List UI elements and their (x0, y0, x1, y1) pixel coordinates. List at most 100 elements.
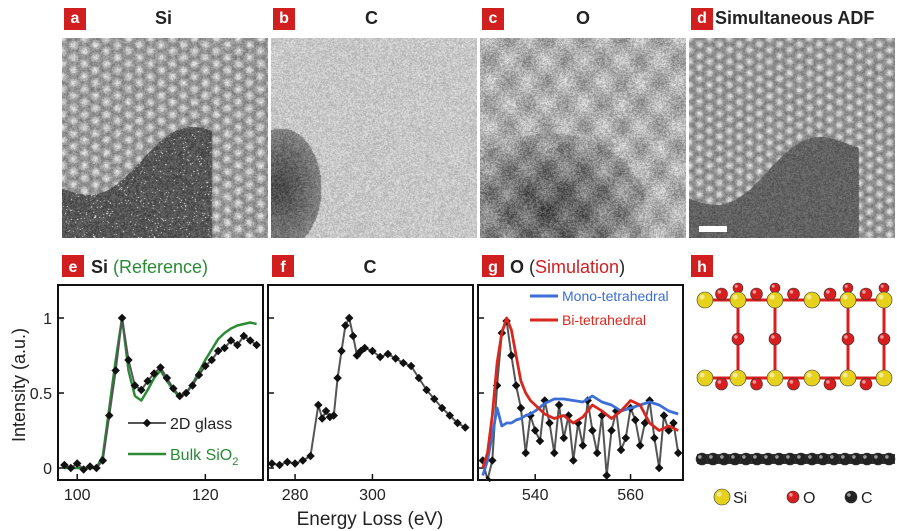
panel-d-tag: d (691, 8, 713, 30)
c-atom (739, 452, 753, 466)
o-atom-highlight (771, 284, 775, 288)
panel-e-title: Si (Reference) (91, 257, 208, 277)
o-atom-highlight (844, 284, 848, 288)
series-bi-tetrahedral-line (481, 316, 679, 469)
c-atom (882, 452, 896, 466)
o-atom (769, 282, 781, 294)
c-atom-highlight (874, 455, 878, 459)
series-c-point (290, 459, 300, 468)
series-o-point (654, 463, 664, 473)
series-2d-glass-point (245, 336, 255, 345)
panel-c-title: O (576, 8, 591, 28)
plot-frame-1 (267, 284, 474, 481)
o-atom (732, 282, 744, 294)
panel-c-tag: c (482, 8, 504, 30)
series-2d-glass-point (98, 456, 108, 465)
o-atom (823, 287, 837, 301)
series-o-point (535, 436, 545, 446)
o-atom-highlight (752, 380, 757, 384)
o-atom (842, 282, 854, 294)
series-c-point (298, 456, 308, 465)
c-atom-highlight (709, 455, 713, 459)
panel-a-title: Si (155, 8, 173, 28)
c-atom (805, 452, 819, 466)
series-2d-glass-point (143, 376, 152, 386)
plot-frame-2 (477, 284, 684, 481)
series-2d-glass-point (92, 463, 101, 473)
series-2d-glass-point (175, 391, 184, 401)
panel-g-title-close: ) (619, 257, 625, 277)
panel-f-tag-box (272, 255, 294, 277)
series-2d-glass-point (220, 343, 229, 353)
series-o-point (554, 400, 564, 410)
legend-si-atom (713, 488, 731, 506)
c-atom-highlight (808, 455, 812, 459)
si-atom (729, 291, 747, 309)
o-atom-highlight (844, 335, 848, 339)
si-atom (729, 369, 747, 387)
o-atom (750, 377, 763, 391)
legend-o-atom (786, 490, 800, 504)
o-atom-highlight (880, 284, 884, 288)
si-atom-highlight (878, 294, 884, 300)
c-atom-highlight (841, 455, 845, 459)
series-c-point (321, 406, 331, 416)
series-2d-glass-point (79, 465, 88, 474)
c-atom-highlight (786, 455, 790, 459)
y-axis-label: Intensity (a.u.) (9, 328, 29, 442)
o-atom (787, 287, 800, 301)
series-c-point (344, 313, 354, 323)
x-tick-label: 300 (359, 487, 386, 504)
series-o-point (559, 433, 569, 443)
o-atom (823, 377, 837, 391)
series-2d-glass-point (117, 313, 127, 323)
c-atom-highlight (852, 455, 856, 459)
legend-bulk-sub: 2 (232, 456, 238, 468)
series-2d-glass-point (111, 366, 120, 375)
panel-g-tag: g (488, 259, 498, 276)
structure-model (695, 282, 896, 506)
series-c-point (399, 358, 408, 368)
si-atom-highlight (842, 372, 848, 378)
series-o-point (631, 415, 640, 425)
panel-g-title-open: ( (529, 257, 535, 277)
series-o-point (488, 456, 497, 465)
series-2d-glass-point (162, 373, 172, 383)
legend-glass-marker (142, 418, 152, 428)
c-atom (761, 452, 775, 466)
c-atom (816, 452, 830, 466)
panel-a-tag: a (64, 8, 86, 30)
series-2d-glass-point (233, 340, 242, 350)
si-atom (839, 369, 857, 387)
panel-f-title: C (364, 257, 377, 277)
legend-c-label: C (861, 490, 873, 507)
c-atom (772, 452, 786, 466)
c-atom (849, 452, 863, 466)
series-o-point (516, 403, 526, 413)
si-atom-highlight (769, 372, 775, 378)
panel-e-title-ref: (Reference) (113, 257, 208, 277)
si-atom (766, 291, 784, 309)
panel-g-title: O (Simulation) (510, 257, 625, 277)
series-2d-glass-point (201, 361, 210, 371)
series-c-point (283, 457, 292, 467)
series-c-point (337, 346, 346, 356)
series-c-point (341, 321, 350, 330)
series-c-point (375, 352, 385, 362)
si-atom (803, 291, 821, 309)
series-c-point (368, 346, 377, 356)
series-o-point (659, 411, 669, 420)
legend-glass-label: 2D glass (170, 416, 232, 433)
series-2d-glass-point (149, 369, 159, 378)
c-atom (728, 452, 742, 466)
series-2d-glass-point (194, 370, 204, 380)
series-mono-tetrahedral-line (481, 394, 679, 476)
panel-h-tag-box (691, 255, 713, 277)
c-atom (783, 452, 797, 466)
o-atom (859, 287, 873, 301)
series-2d-glass-point (169, 384, 178, 393)
series-c-point (333, 373, 342, 383)
c-atom-highlight (797, 455, 801, 459)
series-o-point (669, 418, 678, 428)
